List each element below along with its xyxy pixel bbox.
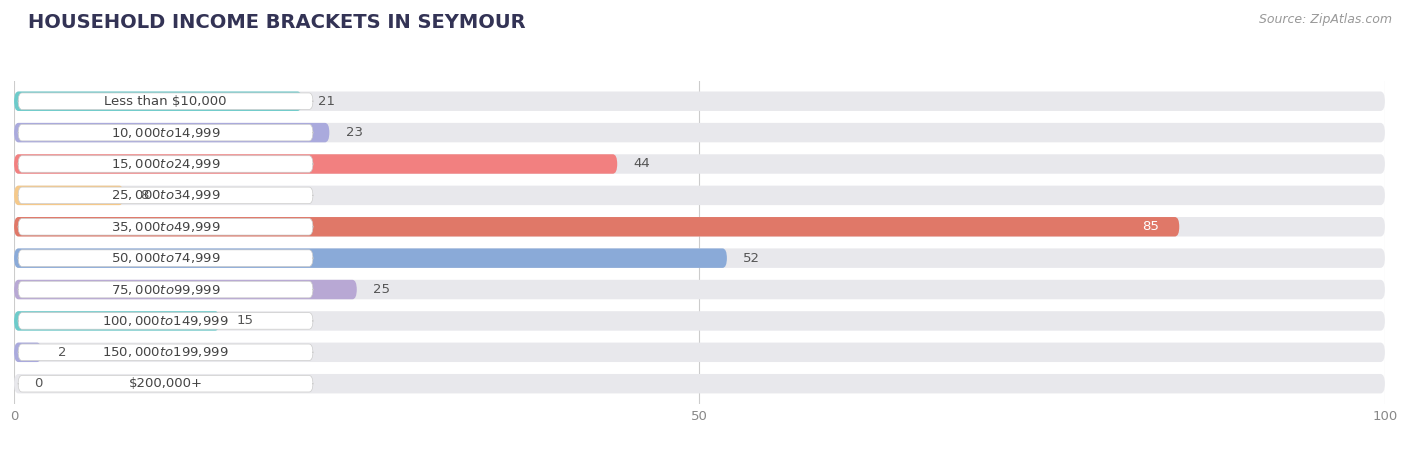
FancyBboxPatch shape xyxy=(14,374,1385,393)
FancyBboxPatch shape xyxy=(14,154,1385,174)
Text: 85: 85 xyxy=(1142,220,1159,233)
FancyBboxPatch shape xyxy=(18,219,314,235)
FancyBboxPatch shape xyxy=(14,92,1385,111)
Text: Less than $10,000: Less than $10,000 xyxy=(104,95,226,108)
FancyBboxPatch shape xyxy=(14,154,617,174)
Text: 21: 21 xyxy=(318,95,336,108)
FancyBboxPatch shape xyxy=(14,280,357,299)
FancyBboxPatch shape xyxy=(14,185,1385,205)
FancyBboxPatch shape xyxy=(14,343,1385,362)
FancyBboxPatch shape xyxy=(14,217,1180,237)
FancyBboxPatch shape xyxy=(14,280,1385,299)
Text: $25,000 to $34,999: $25,000 to $34,999 xyxy=(111,189,221,202)
FancyBboxPatch shape xyxy=(14,217,1385,237)
FancyBboxPatch shape xyxy=(18,93,314,110)
Text: 23: 23 xyxy=(346,126,363,139)
Text: $35,000 to $49,999: $35,000 to $49,999 xyxy=(111,220,221,234)
Text: 0: 0 xyxy=(35,377,44,390)
FancyBboxPatch shape xyxy=(14,92,302,111)
Text: 15: 15 xyxy=(236,314,253,327)
Text: 44: 44 xyxy=(634,158,651,171)
Text: $10,000 to $14,999: $10,000 to $14,999 xyxy=(111,126,221,140)
Text: 2: 2 xyxy=(58,346,66,359)
Text: 52: 52 xyxy=(744,251,761,264)
FancyBboxPatch shape xyxy=(18,124,314,141)
Text: $200,000+: $200,000+ xyxy=(128,377,202,390)
Text: $150,000 to $199,999: $150,000 to $199,999 xyxy=(103,345,229,359)
FancyBboxPatch shape xyxy=(14,311,1385,330)
FancyBboxPatch shape xyxy=(18,375,314,392)
FancyBboxPatch shape xyxy=(14,123,1385,142)
FancyBboxPatch shape xyxy=(18,313,314,329)
FancyBboxPatch shape xyxy=(14,343,42,362)
Text: $50,000 to $74,999: $50,000 to $74,999 xyxy=(111,251,221,265)
Text: 8: 8 xyxy=(141,189,149,202)
FancyBboxPatch shape xyxy=(14,123,329,142)
FancyBboxPatch shape xyxy=(18,156,314,172)
FancyBboxPatch shape xyxy=(14,248,1385,268)
FancyBboxPatch shape xyxy=(18,250,314,266)
FancyBboxPatch shape xyxy=(14,311,219,330)
Text: $100,000 to $149,999: $100,000 to $149,999 xyxy=(103,314,229,328)
Text: $15,000 to $24,999: $15,000 to $24,999 xyxy=(111,157,221,171)
Text: 25: 25 xyxy=(373,283,391,296)
FancyBboxPatch shape xyxy=(14,185,124,205)
FancyBboxPatch shape xyxy=(18,344,314,361)
Text: HOUSEHOLD INCOME BRACKETS IN SEYMOUR: HOUSEHOLD INCOME BRACKETS IN SEYMOUR xyxy=(28,13,526,32)
FancyBboxPatch shape xyxy=(18,187,314,204)
Text: Source: ZipAtlas.com: Source: ZipAtlas.com xyxy=(1258,13,1392,26)
FancyBboxPatch shape xyxy=(18,281,314,298)
FancyBboxPatch shape xyxy=(14,248,727,268)
Text: $75,000 to $99,999: $75,000 to $99,999 xyxy=(111,282,221,296)
